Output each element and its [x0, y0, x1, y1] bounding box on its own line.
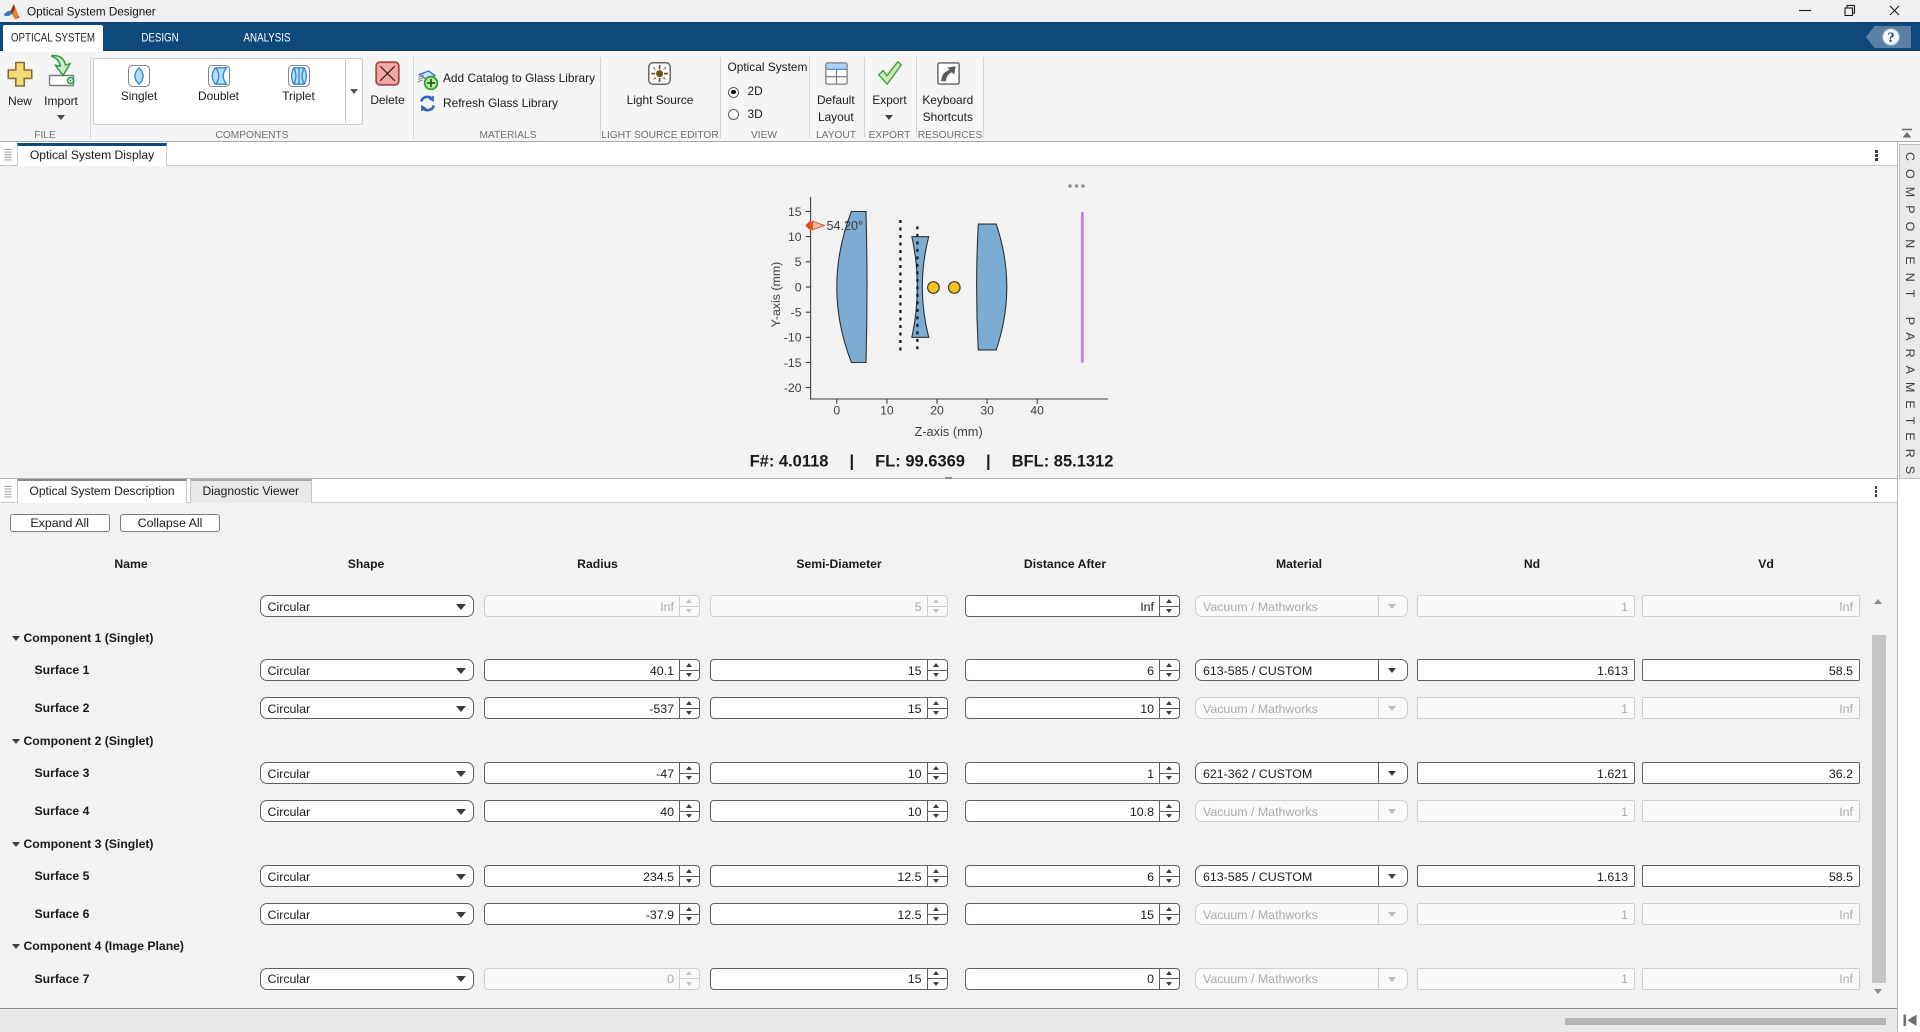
svg-text:20: 20: [930, 404, 944, 418]
svg-text:40: 40: [1030, 404, 1044, 418]
svg-text:0: 0: [833, 404, 840, 418]
svg-text:Y-axis (mm): Y-axis (mm): [769, 262, 783, 328]
svg-text:54.20°: 54.20°: [827, 219, 864, 233]
svg-text:-15: -15: [784, 356, 802, 370]
svg-text:0: 0: [795, 280, 802, 294]
svg-text:-20: -20: [784, 381, 802, 395]
svg-text:15: 15: [788, 205, 802, 219]
svg-text:-10: -10: [784, 331, 802, 345]
svg-text:10: 10: [880, 404, 894, 418]
svg-text:30: 30: [980, 404, 994, 418]
svg-text:-5: -5: [791, 306, 802, 320]
svg-text:5: 5: [795, 255, 802, 269]
svg-text:10: 10: [788, 230, 802, 244]
svg-text:Z-axis (mm): Z-axis (mm): [914, 424, 982, 439]
svg-text:?: ?: [1887, 30, 1894, 46]
